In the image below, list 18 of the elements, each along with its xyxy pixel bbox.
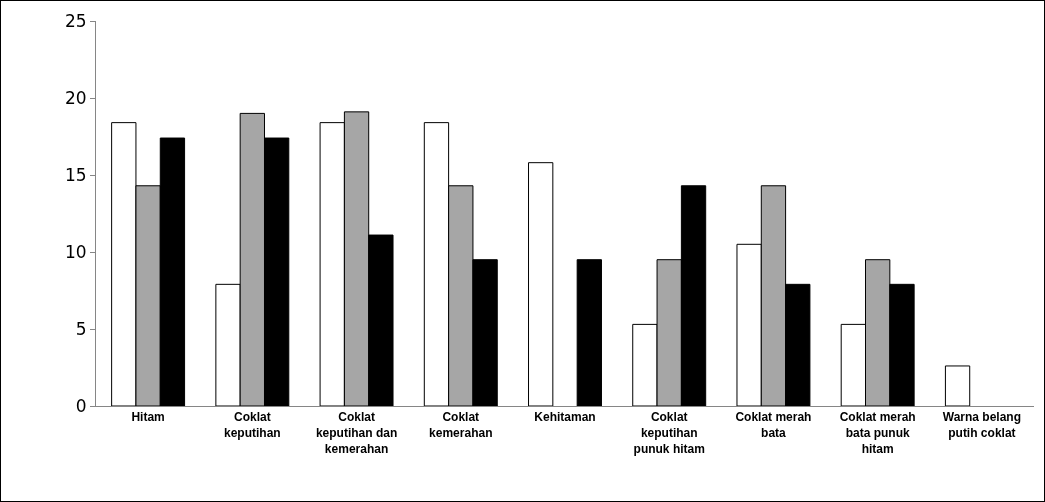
bar	[944, 365, 971, 406]
x-tick-label: Coklat keputihan punuk hitam	[633, 410, 705, 456]
y-tick-label: 10	[64, 241, 87, 262]
x-tick-label: Warna belang putih coklat	[942, 410, 1022, 440]
bar	[528, 162, 554, 406]
y-tick-label: 0	[75, 395, 87, 416]
x-tick-label: Coklat keputihan dan kemerahan	[315, 410, 398, 456]
x-tick-label: Hitam	[131, 410, 165, 425]
y-tick-label: 15	[64, 164, 87, 185]
x-tick-label: Kehitaman	[534, 410, 596, 425]
x-tick-label: Coklat keputihan	[223, 410, 281, 440]
bar	[576, 259, 602, 406]
y-tick-label: 5	[75, 318, 87, 339]
x-tick-label: Coklat merah bata	[735, 410, 812, 440]
x-tick-label: Coklat merah bata punuk hitam	[839, 410, 916, 456]
y-tick-label: 25	[64, 10, 87, 31]
x-tick-label: Coklat kemerahan	[429, 410, 493, 440]
y-tick-label: 20	[64, 87, 87, 108]
